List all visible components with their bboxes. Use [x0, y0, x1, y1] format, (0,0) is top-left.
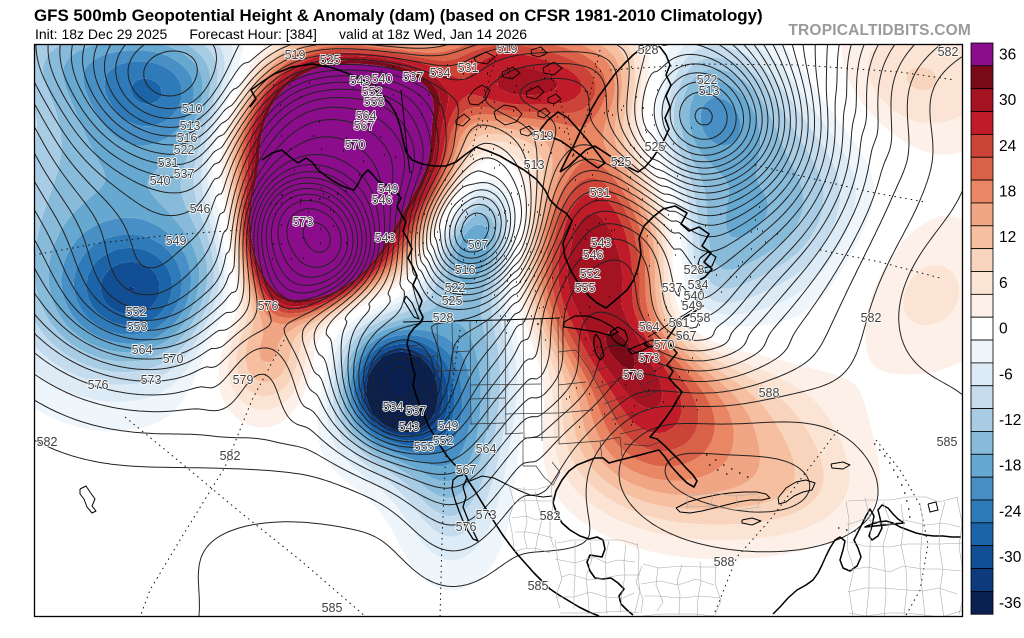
svg-text:534: 534 [383, 400, 404, 414]
svg-text:564: 564 [356, 109, 377, 123]
svg-text:585: 585 [937, 435, 958, 449]
svg-text:525: 525 [611, 155, 632, 169]
svg-text:567: 567 [456, 463, 477, 477]
svg-text:528: 528 [433, 311, 454, 325]
svg-text:582: 582 [938, 45, 959, 59]
svg-text:537: 537 [662, 281, 683, 295]
svg-text:537: 537 [403, 70, 424, 84]
svg-text:582: 582 [220, 449, 241, 463]
svg-text:585: 585 [528, 579, 549, 593]
svg-text:510: 510 [182, 102, 203, 116]
svg-text:576: 576 [623, 368, 644, 382]
svg-text:540: 540 [372, 72, 393, 86]
svg-text:546: 546 [583, 248, 604, 262]
svg-text:522: 522 [697, 73, 718, 87]
svg-text:525: 525 [320, 53, 341, 67]
svg-text:549: 549 [438, 419, 459, 433]
svg-text:543: 543 [350, 74, 371, 88]
svg-text:588: 588 [714, 555, 735, 569]
svg-text:522: 522 [174, 143, 195, 157]
svg-text:516: 516 [455, 263, 476, 277]
svg-text:576: 576 [456, 520, 477, 534]
svg-text:564: 564 [132, 343, 153, 357]
svg-text:18: 18 [999, 184, 1016, 201]
svg-text:549: 549 [166, 234, 187, 248]
svg-text:528: 528 [684, 263, 705, 277]
svg-text:534: 534 [688, 278, 709, 292]
svg-text:549: 549 [682, 299, 703, 313]
svg-text:531: 531 [158, 156, 179, 170]
svg-text:516: 516 [177, 131, 198, 145]
svg-text:540: 540 [150, 174, 171, 188]
svg-text:588: 588 [759, 386, 780, 400]
svg-text:513: 513 [699, 84, 720, 98]
svg-text:546: 546 [372, 193, 393, 207]
svg-text:549: 549 [378, 182, 399, 196]
svg-text:-6: -6 [999, 366, 1013, 383]
svg-text:573: 573 [639, 351, 660, 365]
svg-text:531: 531 [458, 61, 479, 75]
svg-text:513: 513 [180, 119, 201, 133]
svg-text:540: 540 [684, 289, 705, 303]
svg-text:579: 579 [233, 373, 254, 387]
svg-text:-24: -24 [999, 503, 1022, 520]
svg-text:555: 555 [575, 281, 596, 295]
svg-text:570: 570 [654, 338, 675, 352]
svg-text:24: 24 [999, 138, 1017, 155]
svg-text:570: 570 [163, 352, 184, 366]
svg-text:-30: -30 [999, 549, 1022, 566]
svg-text:567: 567 [354, 119, 375, 133]
svg-text:30: 30 [999, 92, 1017, 109]
svg-text:-18: -18 [999, 458, 1021, 475]
svg-text:582: 582 [861, 311, 882, 325]
svg-text:582: 582 [540, 509, 561, 523]
svg-text:564: 564 [476, 442, 497, 456]
svg-text:-12: -12 [999, 412, 1021, 429]
svg-text:12: 12 [999, 229, 1016, 246]
svg-text:552: 552 [433, 434, 454, 448]
svg-text:513: 513 [524, 158, 545, 172]
svg-text:0: 0 [999, 321, 1008, 338]
svg-text:576: 576 [88, 378, 109, 392]
svg-text:-36: -36 [999, 595, 1021, 612]
svg-text:6: 6 [999, 275, 1008, 292]
svg-text:525: 525 [645, 140, 666, 154]
svg-text:585: 585 [322, 601, 343, 615]
svg-text:546: 546 [190, 202, 211, 216]
svg-text:558: 558 [127, 320, 148, 334]
svg-text:528: 528 [638, 43, 659, 57]
svg-text:543: 543 [399, 420, 420, 434]
svg-text:537: 537 [174, 167, 195, 181]
svg-text:552: 552 [580, 267, 601, 281]
svg-text:36: 36 [999, 46, 1016, 63]
svg-text:507: 507 [468, 238, 489, 252]
svg-text:558: 558 [690, 311, 711, 325]
svg-text:552: 552 [126, 305, 147, 319]
svg-text:576: 576 [258, 299, 279, 313]
svg-text:525: 525 [442, 294, 463, 308]
svg-text:573: 573 [293, 215, 314, 229]
svg-text:555: 555 [414, 440, 435, 454]
svg-text:558: 558 [364, 95, 385, 109]
svg-text:522: 522 [445, 281, 466, 295]
svg-text:567: 567 [676, 329, 697, 343]
svg-text:519: 519 [533, 129, 554, 143]
svg-text:519: 519 [497, 42, 518, 56]
svg-text:543: 543 [591, 236, 612, 250]
svg-text:531: 531 [590, 186, 611, 200]
svg-text:573: 573 [141, 373, 162, 387]
svg-text:537: 537 [406, 404, 427, 418]
svg-text:519: 519 [285, 48, 306, 62]
svg-text:543: 543 [375, 231, 396, 245]
svg-text:582: 582 [37, 435, 58, 449]
svg-text:552: 552 [362, 85, 383, 99]
svg-text:564: 564 [639, 320, 660, 334]
svg-text:561: 561 [669, 316, 690, 330]
svg-text:570: 570 [345, 138, 366, 152]
svg-text:573: 573 [476, 508, 497, 522]
svg-text:534: 534 [430, 66, 451, 80]
